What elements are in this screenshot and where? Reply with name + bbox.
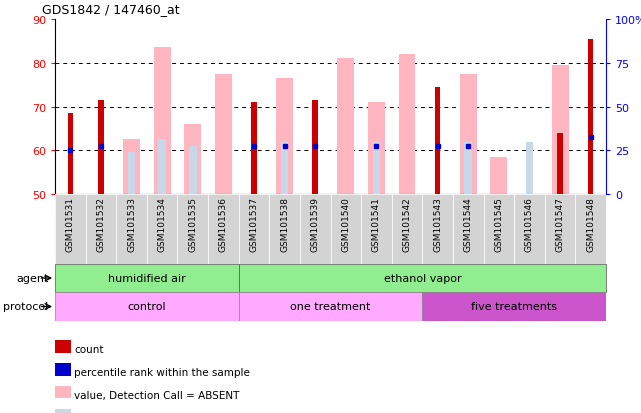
Bar	[576, 195, 606, 264]
Text: GSM101542: GSM101542	[403, 197, 412, 251]
Text: GSM101533: GSM101533	[127, 197, 136, 252]
Text: GSM101546: GSM101546	[525, 197, 534, 252]
Bar	[178, 195, 208, 264]
Bar	[185, 125, 201, 195]
Bar	[55, 195, 86, 264]
Bar	[526, 142, 533, 195]
Bar	[269, 195, 300, 264]
Text: GSM101534: GSM101534	[158, 197, 167, 252]
Text: ethanol vapor: ethanol vapor	[383, 273, 461, 283]
Bar	[208, 195, 238, 264]
Text: GSM101548: GSM101548	[586, 197, 595, 252]
Bar	[453, 195, 483, 264]
Bar	[300, 195, 331, 264]
Bar	[331, 195, 361, 264]
Bar	[312, 101, 318, 195]
Text: GSM101540: GSM101540	[341, 197, 350, 252]
Bar	[215, 74, 232, 195]
Bar	[158, 140, 166, 195]
Text: GSM101536: GSM101536	[219, 197, 228, 252]
Text: count: count	[74, 344, 104, 354]
Bar	[392, 195, 422, 264]
Text: GSM101545: GSM101545	[494, 197, 503, 252]
Text: percentile rank within the sample: percentile rank within the sample	[74, 367, 250, 377]
Text: GSM101544: GSM101544	[463, 197, 473, 251]
Bar	[281, 142, 288, 195]
Bar	[98, 101, 104, 195]
Text: control: control	[128, 302, 166, 312]
Bar	[435, 88, 440, 195]
Text: GSM101539: GSM101539	[311, 197, 320, 252]
Text: GSM101532: GSM101532	[96, 197, 105, 252]
Bar	[238, 264, 606, 292]
Bar	[465, 142, 472, 195]
Text: humidified air: humidified air	[108, 273, 186, 283]
Bar	[189, 147, 197, 195]
Bar	[514, 195, 545, 264]
Bar	[67, 114, 73, 195]
Bar	[128, 153, 135, 195]
Text: GSM101543: GSM101543	[433, 197, 442, 252]
Bar	[588, 40, 594, 195]
Text: five treatments: five treatments	[471, 302, 557, 312]
Bar	[154, 48, 171, 195]
Text: GSM101537: GSM101537	[249, 197, 258, 252]
Bar	[147, 195, 178, 264]
Bar	[276, 79, 293, 195]
Bar	[460, 74, 477, 195]
Text: GSM101535: GSM101535	[188, 197, 197, 252]
Text: GSM101541: GSM101541	[372, 197, 381, 252]
Text: protocol: protocol	[3, 302, 49, 312]
Bar	[422, 195, 453, 264]
Bar	[123, 140, 140, 195]
Text: value, Detection Call = ABSENT: value, Detection Call = ABSENT	[74, 390, 240, 400]
Bar	[422, 292, 606, 321]
Bar	[361, 195, 392, 264]
Bar	[337, 59, 354, 195]
Text: GDS1842 / 147460_at: GDS1842 / 147460_at	[42, 3, 180, 16]
Text: agent: agent	[16, 273, 49, 283]
Bar	[251, 103, 257, 195]
Bar	[545, 195, 576, 264]
Text: GSM101538: GSM101538	[280, 197, 289, 252]
Bar	[372, 142, 380, 195]
Bar	[552, 66, 569, 195]
Text: GSM101531: GSM101531	[66, 197, 75, 252]
Bar	[238, 195, 269, 264]
Text: GSM101547: GSM101547	[556, 197, 565, 252]
Bar	[55, 264, 238, 292]
Bar	[55, 292, 238, 321]
Bar	[483, 195, 514, 264]
Text: one treatment: one treatment	[290, 302, 370, 312]
Bar	[238, 292, 422, 321]
Bar	[557, 133, 563, 195]
Bar	[116, 195, 147, 264]
Bar	[86, 195, 116, 264]
Bar	[490, 157, 507, 195]
Bar	[368, 103, 385, 195]
Bar	[399, 55, 415, 195]
